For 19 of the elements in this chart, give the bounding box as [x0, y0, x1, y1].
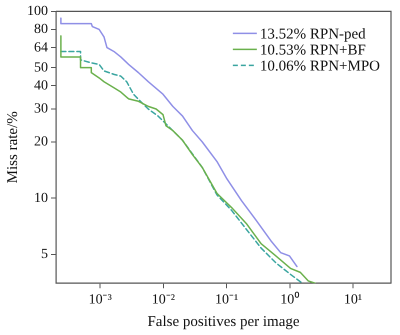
legend-label: 13.52% RPN-ped: [260, 26, 366, 42]
y-tick-label: 40: [34, 78, 48, 94]
y-tick-label: 5: [41, 246, 48, 262]
y-axis-title: Miss rate/%: [4, 111, 21, 184]
x-tick-label: 10⁻²: [152, 292, 175, 308]
y-tick-label: 20: [34, 134, 48, 150]
y-tick-label: 30: [34, 102, 48, 117]
x-axis-title: False positives per image: [147, 314, 300, 330]
legend-label: 10.06% RPN+MPO: [260, 58, 380, 74]
y-tick-label: 10: [34, 190, 48, 206]
y-tick-label: 64: [34, 40, 48, 56]
x-tick-label: 10¹: [344, 292, 362, 308]
x-tick-label: 10⁻³: [88, 292, 112, 308]
x-tick-label: 10⁰: [280, 291, 300, 308]
x-tick-label: 10⁻¹: [214, 292, 238, 308]
legend-label: 10.53% RPN+BF: [260, 42, 366, 58]
y-tick-label: 100: [27, 4, 48, 20]
y-tick-label: 50: [34, 60, 48, 76]
y-tick-label: 80: [34, 22, 48, 38]
